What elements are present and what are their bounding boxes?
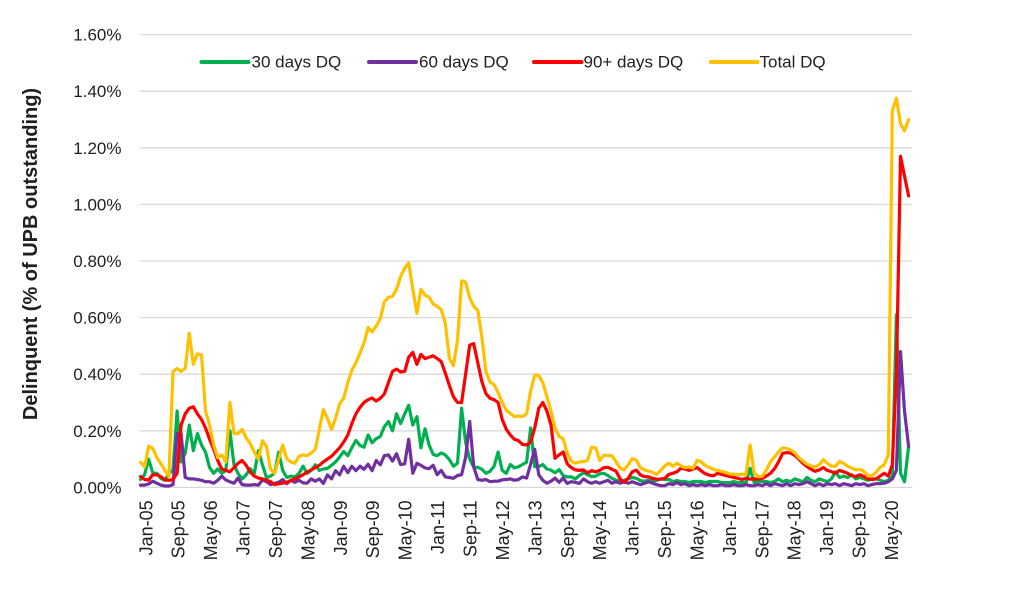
svg-text:May-20: May-20 [882, 500, 902, 560]
svg-text:May-16: May-16 [687, 500, 707, 560]
svg-text:0.60%: 0.60% [73, 309, 121, 328]
svg-text:Jan-13: Jan-13 [525, 500, 545, 555]
svg-text:30 days DQ: 30 days DQ [252, 53, 342, 72]
svg-text:0.80%: 0.80% [73, 252, 121, 271]
svg-text:0.40%: 0.40% [73, 365, 121, 384]
svg-text:Sep-19: Sep-19 [850, 500, 870, 558]
svg-text:90+ days DQ: 90+ days DQ [584, 53, 684, 72]
svg-text:May-08: May-08 [298, 500, 318, 560]
svg-text:Jan-07: Jan-07 [234, 500, 254, 555]
svg-text:1.20%: 1.20% [73, 139, 121, 158]
svg-text:Sep-09: Sep-09 [363, 500, 383, 558]
svg-text:Jan-19: Jan-19 [817, 500, 837, 555]
svg-text:Jan-11: Jan-11 [428, 500, 448, 554]
svg-text:Total DQ: Total DQ [760, 53, 826, 72]
svg-text:Sep-13: Sep-13 [558, 500, 578, 558]
svg-text:Jan-17: Jan-17 [720, 500, 740, 555]
svg-text:May-18: May-18 [785, 500, 805, 560]
svg-text:Sep-15: Sep-15 [655, 500, 675, 558]
svg-text:0.00%: 0.00% [73, 478, 121, 497]
svg-text:1.40%: 1.40% [73, 82, 121, 101]
svg-text:Delinquent (% of UPB outstandi: Delinquent (% of UPB outstanding) [20, 88, 42, 420]
svg-text:May-12: May-12 [493, 500, 513, 560]
svg-text:0.20%: 0.20% [73, 422, 121, 441]
svg-text:Sep-11: Sep-11 [461, 500, 481, 557]
svg-text:1.00%: 1.00% [73, 195, 121, 214]
svg-text:May-10: May-10 [396, 500, 416, 560]
svg-text:60 days DQ: 60 days DQ [419, 53, 509, 72]
svg-text:May-06: May-06 [201, 500, 221, 560]
svg-text:Jan-09: Jan-09 [331, 500, 351, 555]
svg-text:Jan-05: Jan-05 [136, 500, 156, 555]
svg-text:Jan-15: Jan-15 [623, 500, 643, 555]
svg-text:Sep-17: Sep-17 [752, 500, 772, 558]
svg-text:May-14: May-14 [590, 500, 610, 560]
svg-text:Sep-07: Sep-07 [266, 500, 286, 558]
svg-text:Sep-05: Sep-05 [169, 500, 189, 558]
svg-text:1.60%: 1.60% [73, 26, 121, 45]
